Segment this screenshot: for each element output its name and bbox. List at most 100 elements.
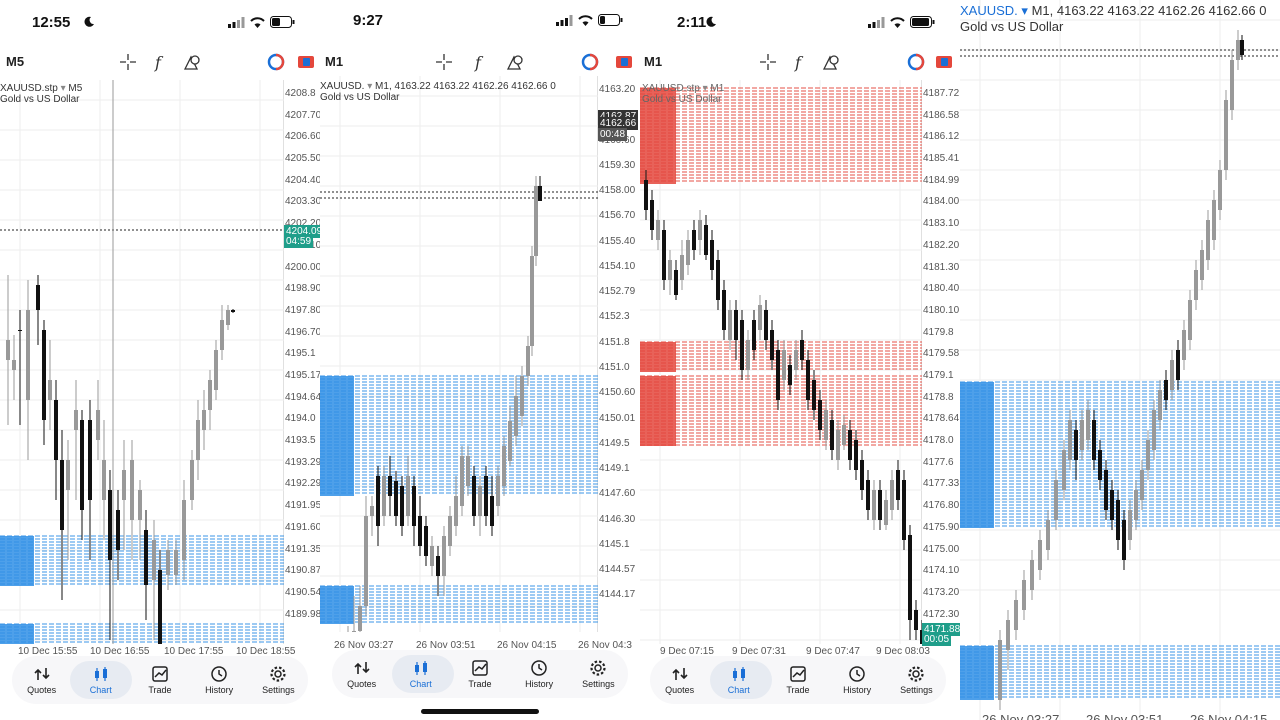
price-axis[interactable]: 4163.204161.904160.604159.304158.004156.… — [598, 76, 640, 632]
order-zone-block — [640, 376, 676, 446]
candle-body — [490, 496, 494, 526]
objects-icon[interactable] — [182, 52, 202, 72]
svg-text:f: f — [794, 53, 804, 72]
candle-body — [812, 380, 816, 410]
nav-item-trade[interactable]: Trade — [453, 659, 507, 689]
one-click-icon[interactable] — [614, 52, 634, 72]
chart-canvas[interactable] — [960, 0, 1280, 720]
price-axis-label: 4163.20 — [599, 84, 636, 95]
crosshair-icon[interactable] — [434, 52, 454, 72]
status-bar: 2:11 — [640, 0, 960, 46]
nav-item-history[interactable]: History — [512, 659, 566, 689]
candle-body — [1200, 250, 1204, 280]
price-axis-label: 4158.00 — [599, 185, 636, 197]
candle-body — [896, 470, 900, 500]
candle-body — [6, 340, 10, 360]
candle-body — [231, 310, 235, 312]
timeframe-button[interactable]: M1 — [644, 54, 663, 69]
price-axis-label: 4152.3 — [599, 311, 630, 323]
nav-label: Chart — [89, 685, 112, 695]
nav-item-quotes[interactable]: Quotes — [15, 665, 69, 695]
nav-label: Quotes — [665, 685, 695, 695]
trade-mode-icon[interactable] — [266, 52, 286, 72]
candle-body — [686, 240, 690, 265]
symbol-header[interactable]: XAUUSD.stp ▾ M5 Gold vs US Dollar — [0, 83, 82, 105]
candle-body — [182, 500, 186, 560]
price-axis-label: 4175.00 — [923, 543, 960, 555]
candle-body — [1014, 600, 1018, 630]
one-click-icon[interactable] — [934, 52, 954, 72]
nav-item-trade[interactable]: Trade — [771, 665, 825, 695]
symbol-header[interactable]: XAUUSD. ▾ M1, 4163.22 4163.22 4162.26 41… — [960, 3, 1267, 34]
nav-item-chart[interactable]: Chart — [712, 665, 766, 695]
crosshair-icon[interactable] — [118, 52, 138, 72]
candle-body — [88, 420, 92, 500]
nav-item-quotes[interactable]: Quotes — [335, 659, 389, 689]
history-icon — [848, 665, 866, 683]
candle-body — [166, 550, 170, 575]
symbol-header[interactable]: XAUUSD.stp ▾ M1 Gold vs US Dollar — [642, 83, 724, 105]
nav-item-chart[interactable]: Chart — [74, 665, 128, 695]
candle-body — [1116, 500, 1120, 540]
symbol-description: Gold vs US Dollar — [960, 19, 1064, 34]
candle-body — [1098, 450, 1102, 480]
price-axis-label: 4186.58 — [923, 109, 960, 121]
candle-body — [174, 550, 178, 575]
candle-body — [1170, 360, 1174, 390]
price-axis-label: 4181.30 — [923, 261, 960, 273]
nav-label: Trade — [468, 679, 492, 689]
symbol-header[interactable]: XAUUSD. ▾ M1, 4163.22 4163.22 4162.26 41… — [320, 81, 556, 103]
trade-mode-icon[interactable] — [906, 52, 926, 72]
price-axis[interactable]: 4187.72 4186.58 4186.12 4185.41 4184.99 4184.… — [922, 80, 960, 644]
objects-icon[interactable] — [821, 52, 841, 72]
bid-price-tag: 4171.88 — [922, 623, 960, 636]
price-axis[interactable]: 4208.8 4207.70 4206.60 4205.50 4204.40 4203.3… — [284, 80, 320, 644]
price-axis-label: 4155.40 — [599, 235, 636, 247]
nav-item-settings[interactable]: Settings — [571, 659, 625, 689]
nav-item-history[interactable]: History — [192, 665, 246, 695]
battery-icon — [270, 16, 295, 28]
chart-canvas[interactable] — [0, 80, 284, 644]
chart-screen-2: 9:27 M1 f XAUUSD. ▾ M1, 4163.22 4163.22 … — [320, 0, 640, 720]
nav-item-quotes[interactable]: Quotes — [653, 665, 707, 695]
price-axis-label: 4150.01 — [599, 412, 636, 424]
indicators-icon[interactable]: f — [790, 52, 810, 72]
price-axis-label: 4180.40 — [923, 283, 960, 295]
candle-body — [1086, 410, 1090, 440]
timeframe-button[interactable]: M5 — [6, 54, 25, 69]
symbol-name[interactable]: XAUUSD.stp — [642, 83, 700, 94]
candle-body — [12, 360, 16, 370]
symbol-description: Gold vs US Dollar — [320, 92, 400, 103]
candle-body — [662, 230, 666, 280]
candle-body — [1092, 420, 1096, 460]
crosshair-icon[interactable] — [758, 52, 778, 72]
candle-body — [866, 480, 870, 510]
symbol-description: Gold vs US Dollar — [642, 94, 722, 105]
order-zone-block — [960, 646, 994, 700]
chart-canvas[interactable] — [640, 80, 922, 644]
chart-toolbar: M5 f — [0, 48, 320, 76]
chart-screen-4: XAUUSD. ▾ M1, 4163.22 4163.22 4162.26 41… — [960, 0, 1280, 720]
nav-item-settings[interactable]: Settings — [889, 665, 943, 695]
indicators-icon[interactable]: f — [470, 52, 490, 72]
nav-item-trade[interactable]: Trade — [133, 665, 187, 695]
symbol-name[interactable]: XAUUSD. — [320, 81, 365, 92]
nav-item-history[interactable]: History — [830, 665, 884, 695]
candle-body — [998, 640, 1002, 700]
objects-icon[interactable] — [505, 52, 525, 72]
bar-countdown: 04:59 — [284, 235, 314, 248]
chart-canvas[interactable] — [320, 76, 598, 632]
one-click-icon[interactable] — [296, 52, 316, 72]
moon-icon — [706, 16, 717, 27]
price-axis-label: 4151.8 — [599, 336, 630, 348]
symbol-name[interactable]: XAUUSD. — [960, 3, 1018, 18]
chart-screen-1: 12:55 M5 f XAUUSD.stp ▾ M5 Gold vs US Do… — [0, 0, 320, 720]
candle-body — [752, 320, 756, 350]
nav-item-chart[interactable]: Chart — [394, 659, 448, 689]
nav-item-settings[interactable]: Settings — [251, 665, 305, 695]
indicators-icon[interactable]: f — [150, 52, 170, 72]
timeframe-button[interactable]: M1 — [325, 54, 344, 69]
price-axis-label: 4147.60 — [599, 488, 636, 500]
symbol-name[interactable]: XAUUSD.stp — [0, 83, 58, 94]
trade-mode-icon[interactable] — [580, 52, 600, 72]
